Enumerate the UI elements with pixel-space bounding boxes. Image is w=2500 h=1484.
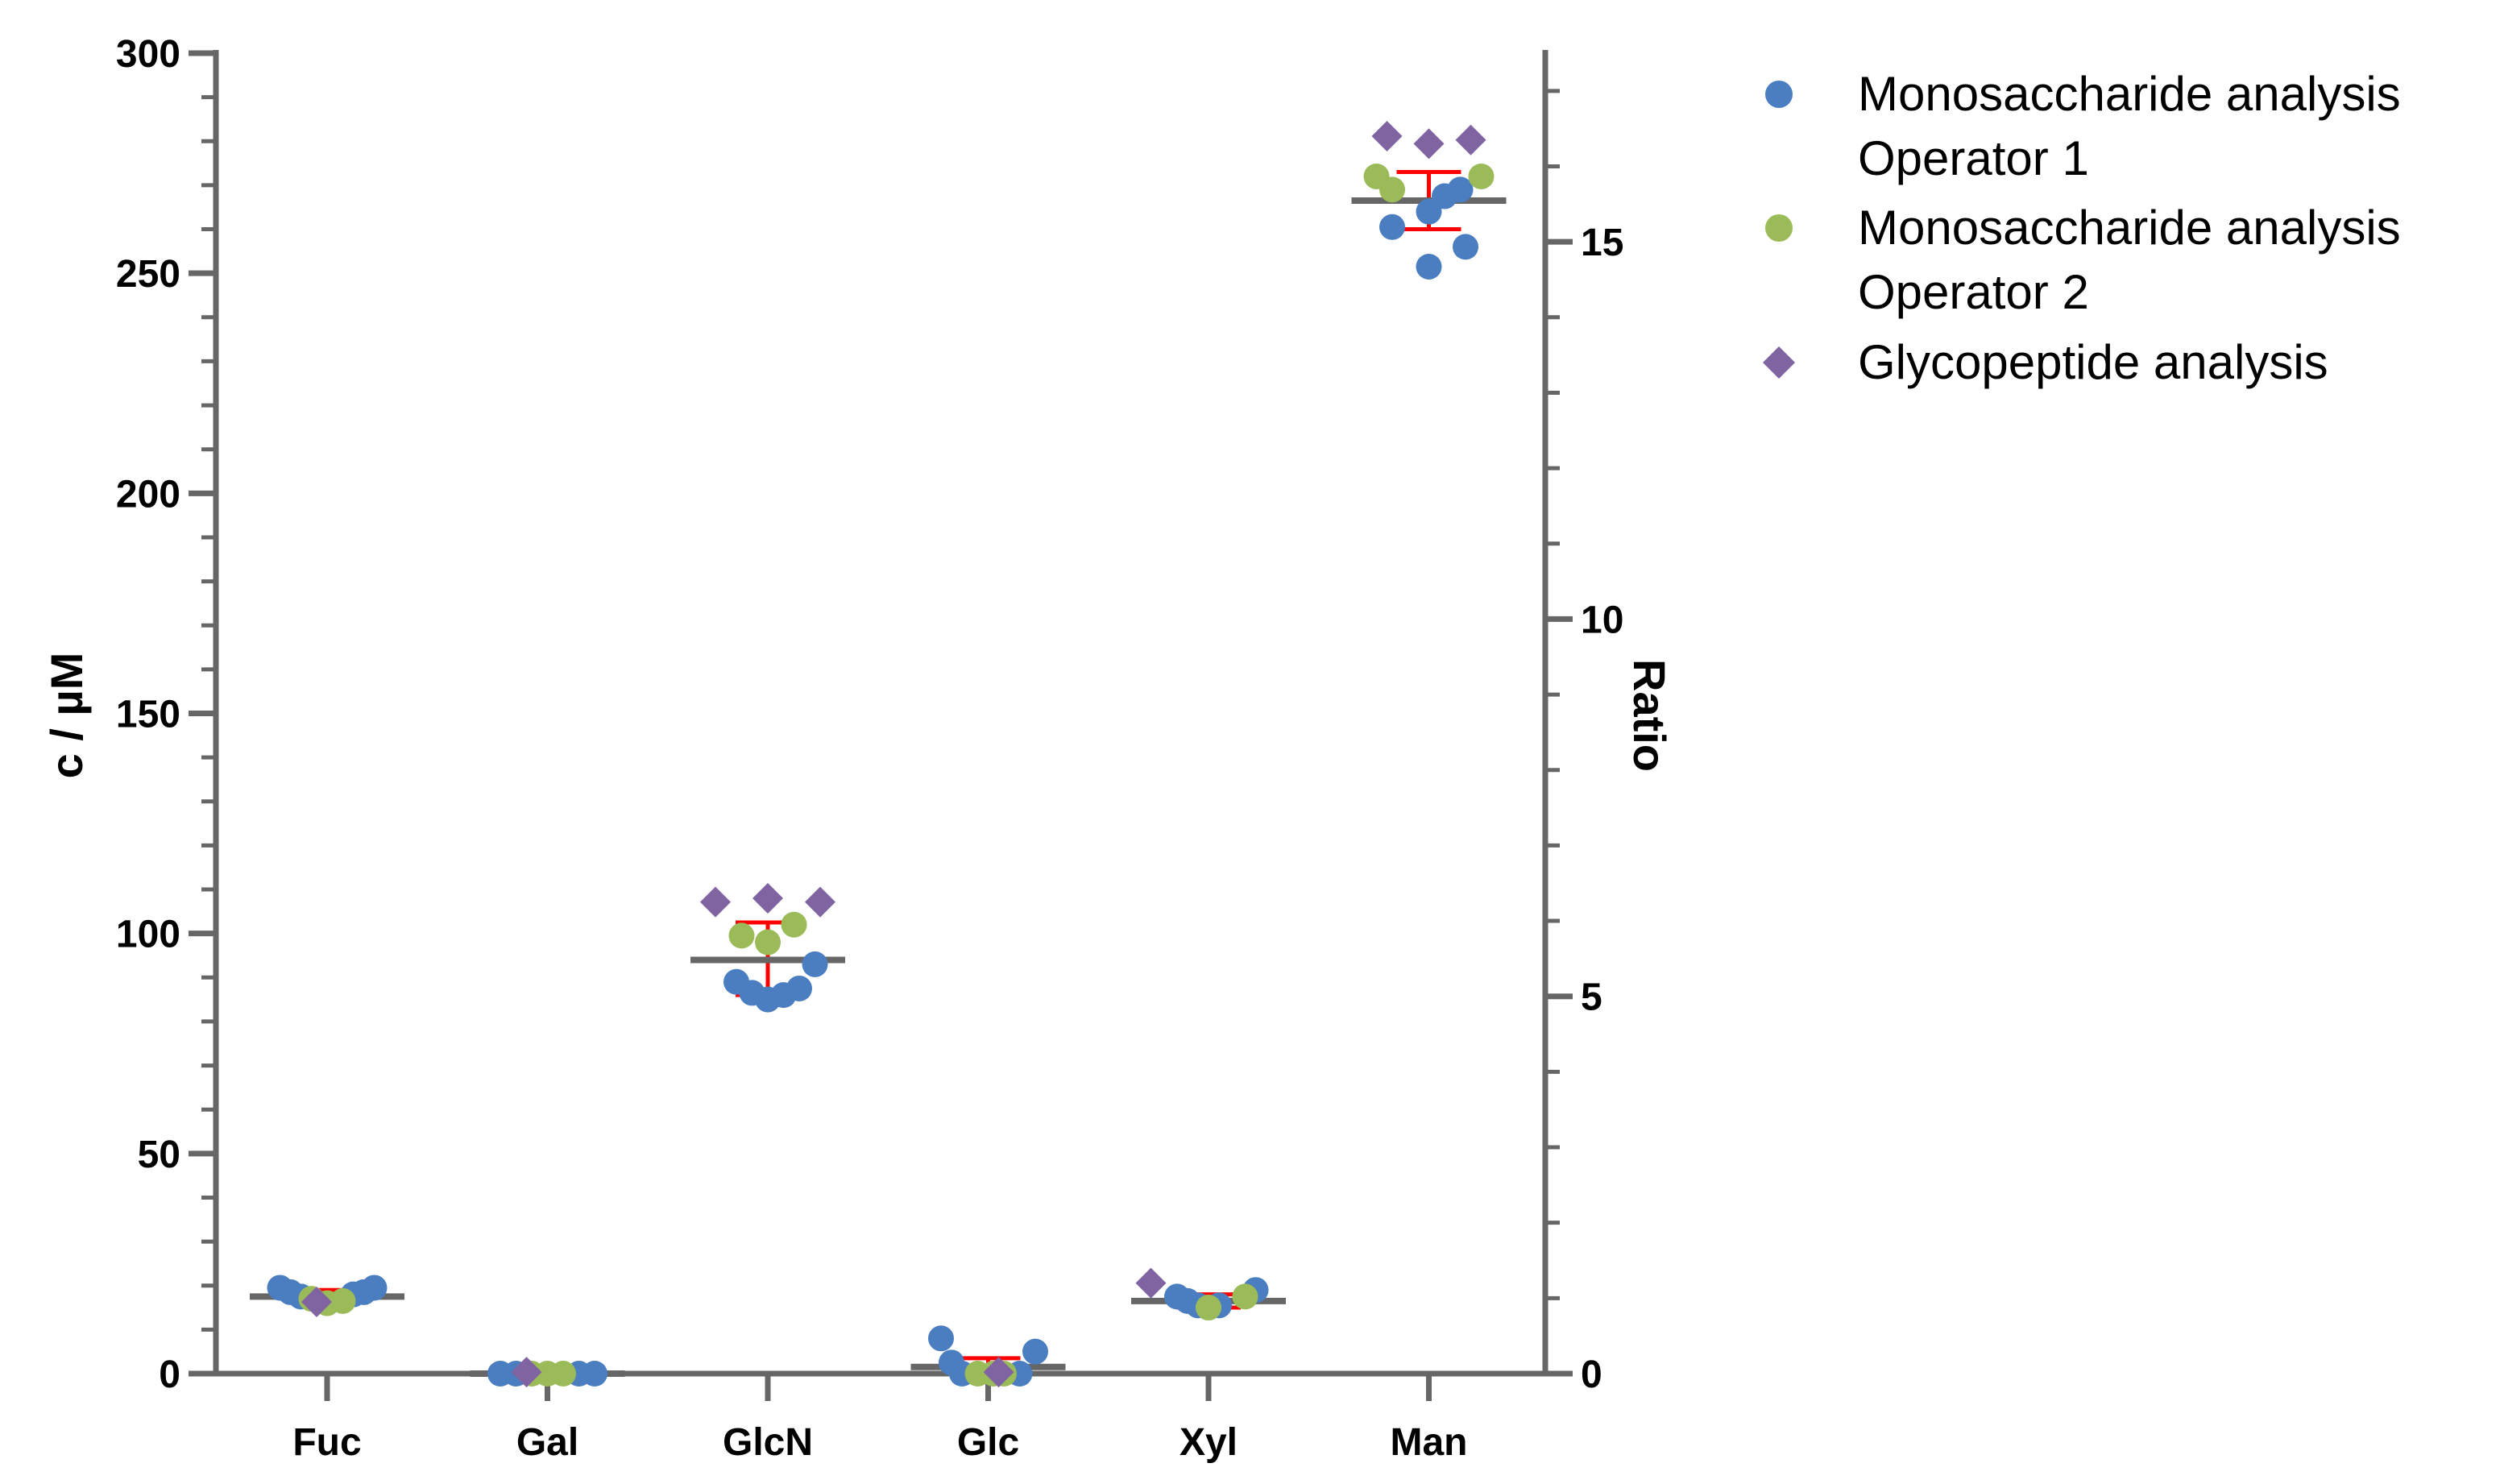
y2-axis-title: Ratio xyxy=(1624,659,1675,772)
legend-label: Monosaccharide analysis xyxy=(1858,67,2401,121)
data-point-diamond xyxy=(1135,1267,1167,1299)
data-point-circle xyxy=(330,1287,356,1314)
x-tick-label: Xyl xyxy=(1180,1421,1238,1464)
data-point-circle xyxy=(1416,253,1442,280)
y2-tick-label: 15 xyxy=(1581,222,1623,264)
data-point-circle xyxy=(802,951,828,977)
legend-label: Operator 1 xyxy=(1858,131,2089,185)
data-point-circle xyxy=(1468,163,1495,189)
y-tick-label: 250 xyxy=(116,253,180,296)
x-tick-label: Man xyxy=(1391,1421,1468,1464)
legend-marker-diamond xyxy=(1763,346,1795,379)
y2-tick-label: 10 xyxy=(1581,599,1623,641)
data-point-diamond xyxy=(511,1357,542,1388)
data-point-circle xyxy=(1453,234,1478,260)
x-tick-label: Gal xyxy=(516,1421,578,1464)
data-point-diamond xyxy=(301,1287,332,1318)
x-tick-label: Glc xyxy=(957,1421,1019,1464)
y-tick-label: 150 xyxy=(116,694,180,736)
y-axis-title: c / µM xyxy=(41,653,92,779)
data-point-diamond xyxy=(1455,124,1486,155)
data-point-circle xyxy=(1232,1283,1258,1310)
axes: 0 50 100 150 200 250 300 0 5 10 15 Fuc Gal GlcN Glc Xyl… xyxy=(116,33,1623,1464)
legend-marker-circle xyxy=(1765,214,1793,242)
data-point-circle xyxy=(582,1361,607,1387)
data-point-circle xyxy=(1379,176,1405,203)
data-point-circle xyxy=(550,1361,576,1387)
y-tick-label: 0 xyxy=(159,1353,180,1396)
data-point-circle xyxy=(1022,1338,1048,1365)
data-point-circle xyxy=(361,1275,388,1301)
y-tick-label: 200 xyxy=(116,473,180,516)
data-point-circle xyxy=(1447,176,1474,203)
data-point-diamond xyxy=(752,882,783,914)
x-tick-label: GlcN xyxy=(723,1421,813,1464)
y-tick-label: 300 xyxy=(116,33,180,76)
y-tick-label: 100 xyxy=(116,914,180,956)
data-points xyxy=(267,121,1495,1388)
data-point-circle xyxy=(728,922,755,949)
y2-tick-label: 0 xyxy=(1581,1353,1602,1396)
data-point-circle xyxy=(1196,1295,1221,1321)
legend-label: Monosaccharide analysis xyxy=(1858,201,2401,255)
data-point-diamond xyxy=(1371,121,1403,152)
data-point-circle xyxy=(1379,213,1405,240)
legend-label: Operator 2 xyxy=(1858,265,2089,319)
data-point-circle xyxy=(786,975,812,1001)
data-point-diamond xyxy=(983,1357,1014,1388)
data-point-diamond xyxy=(805,886,835,918)
y2-tick-label: 5 xyxy=(1581,976,1602,1019)
legend-marker-circle xyxy=(1765,81,1793,108)
summary-marks xyxy=(250,170,1507,1377)
data-point-diamond xyxy=(1413,128,1445,160)
legend-label: Glycopeptide analysis xyxy=(1858,335,2328,389)
y-tick-label: 50 xyxy=(138,1134,180,1176)
data-point-circle xyxy=(928,1325,954,1352)
legend: Monosaccharide analysis Operator 1 Monosac… xyxy=(1763,67,2401,389)
data-point-diamond xyxy=(700,886,731,918)
data-point-circle xyxy=(755,929,781,955)
data-point-circle xyxy=(781,911,807,938)
x-tick-label: Fuc xyxy=(292,1421,361,1464)
